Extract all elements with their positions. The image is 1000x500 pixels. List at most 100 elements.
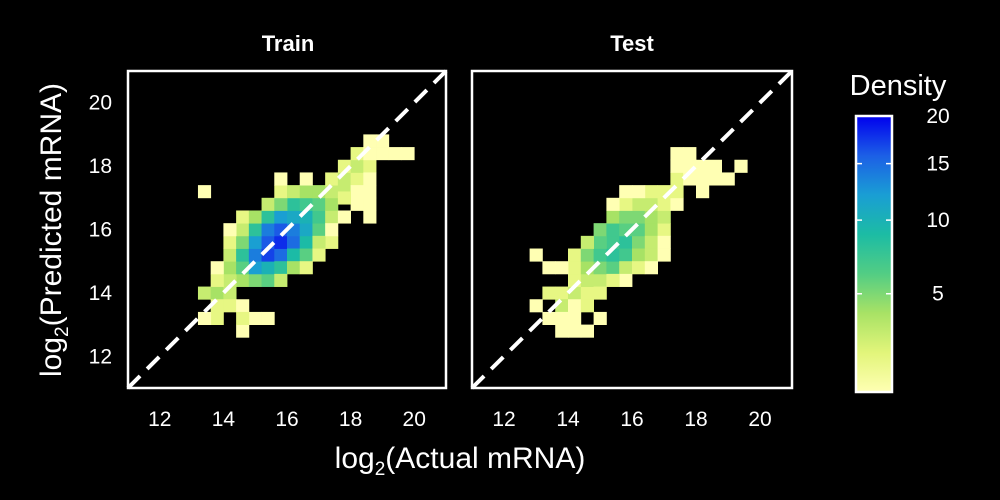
heatmap-cell: [568, 311, 582, 325]
heatmap-cell: [644, 185, 658, 199]
heatmap-cell: [248, 248, 262, 262]
heatmap-cell: [606, 273, 620, 287]
heatmap-cell: [261, 311, 275, 325]
heatmap-cell: [388, 147, 402, 161]
heatmap-cell: [644, 235, 658, 249]
heatmap-cell: [696, 185, 710, 199]
heatmap-cell: [683, 147, 697, 161]
y-ticks: 12 14 16 18 20: [89, 92, 113, 369]
heatmap-cell: [197, 286, 212, 300]
heatmap-cell: [350, 159, 364, 173]
heatmap-cell: [670, 147, 684, 161]
heatmap-cell: [299, 185, 313, 199]
heatmap-cell: [363, 159, 377, 173]
x-tick-label: 16: [620, 408, 643, 431]
legend-title: Density: [850, 70, 947, 102]
heatmap-cell: [644, 223, 658, 237]
heatmap-cell: [287, 248, 301, 262]
heatmap-cell: [632, 185, 646, 199]
heatmap-cells-train: [197, 134, 415, 338]
heatmap-cell: [657, 223, 671, 237]
heatmap-cell: [325, 223, 339, 237]
heatmap-cell: [223, 299, 237, 313]
x-tick-label: 14: [556, 408, 580, 431]
y-tick-label: 16: [89, 219, 112, 242]
heatmap-cell: [696, 172, 710, 186]
heatmap-cell: [287, 197, 301, 211]
y-tick-label: 12: [89, 345, 112, 368]
legend-ticks: 5 10 15 20: [856, 105, 950, 306]
identity-line-test: [470, 69, 794, 390]
heatmap-cell: [580, 299, 594, 313]
panel-title-test: Test: [610, 31, 654, 56]
heatmap-cell: [248, 235, 262, 249]
heatmap-cell: [350, 197, 364, 211]
heatmap-cell: [606, 223, 620, 237]
heatmap-cell: [236, 311, 250, 325]
heatmap-cell: [350, 172, 364, 186]
heatmap-cell: [337, 210, 351, 224]
legend-tick-label: 5: [932, 283, 944, 306]
heatmap-cell: [376, 147, 390, 161]
x-tick-label: 14: [212, 408, 236, 431]
heatmap-cell: [299, 261, 313, 275]
heatmap-cell: [555, 324, 569, 338]
x-axis-label: log2(Actual mRNA): [335, 442, 586, 480]
heatmap-cell: [619, 261, 633, 275]
heatmap-cell: [223, 223, 237, 237]
heatmap-cell: [274, 273, 288, 287]
heatmap-cell: [350, 185, 364, 199]
heatmap-cell: [287, 235, 301, 249]
heatmap-cell: [606, 210, 620, 224]
heatmap-cell: [261, 223, 275, 237]
heatmap-cell: [721, 172, 735, 186]
y-tick-label: 18: [89, 155, 112, 178]
heatmap-cell: [632, 261, 646, 275]
heatmap-cell: [363, 185, 377, 199]
heatmap-cell: [632, 248, 646, 262]
heatmap-cell: [274, 235, 288, 249]
heatmap-cell: [236, 248, 250, 262]
heatmap-cell: [644, 261, 658, 275]
heatmap-cell: [325, 197, 339, 211]
heatmap-cell: [274, 185, 288, 199]
heatmap-cell: [210, 273, 224, 287]
heatmap-cell: [670, 159, 684, 173]
heatmap-cell: [299, 172, 313, 186]
heatmap-cell: [223, 248, 237, 262]
y-axis-label: log2(Predicted mRNA): [35, 83, 73, 377]
plot-frame-train: [126, 69, 448, 390]
heatmap-cell: [657, 197, 671, 211]
heatmap-cell: [261, 261, 275, 275]
heatmap-cell: [287, 210, 301, 224]
x-tick-label: 16: [275, 408, 298, 431]
heatmap-cell: [580, 286, 594, 300]
heatmap-cell: [542, 286, 556, 300]
heatmap-cell: [542, 311, 556, 325]
heatmap-cell: [325, 172, 339, 186]
heatmap-cell: [312, 223, 326, 237]
heatmap-cell: [287, 185, 301, 199]
heatmap-cell: [657, 210, 671, 224]
heatmap-cell: [223, 261, 237, 275]
heatmap-cell: [236, 273, 250, 287]
heatmap-cell: [274, 248, 288, 262]
heatmap-cell: [337, 191, 351, 205]
heatmap-cell: [606, 261, 620, 275]
heatmap-cell: [363, 210, 377, 224]
x-ticks-test: 12 14 16 18 20: [492, 408, 771, 431]
heatmap-cell: [619, 273, 633, 287]
heatmap-cell: [593, 235, 607, 249]
heatmap-cell: [593, 286, 607, 300]
heatmap-cell: [325, 210, 339, 224]
heatmap-cell: [248, 210, 262, 224]
heatmap-cell: [632, 197, 646, 211]
heatmap-cell: [593, 223, 607, 237]
x-tick-label: 20: [403, 408, 426, 431]
heatmap-cell: [261, 197, 275, 211]
heatmap-cell: [568, 299, 582, 313]
heatmap-cell: [236, 235, 250, 249]
heatmap-cell: [670, 197, 684, 211]
x-tick-label: 20: [748, 408, 771, 431]
x-ticks-train: 12 14 16 18 20: [148, 408, 426, 431]
